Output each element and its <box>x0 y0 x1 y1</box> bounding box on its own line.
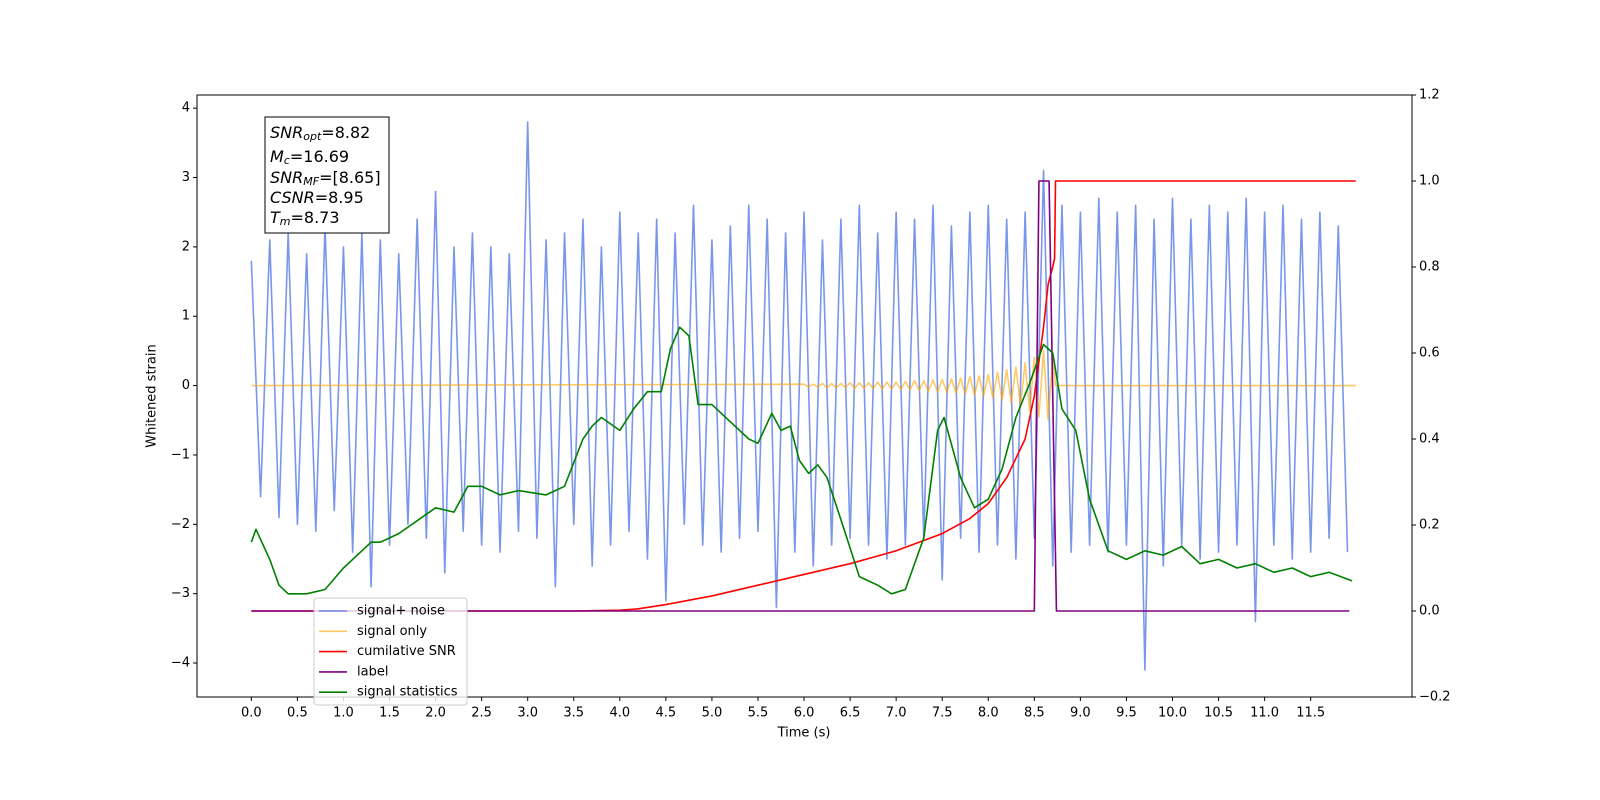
plot-lines <box>250 121 1356 671</box>
y2-tick-label: 0.0 <box>1419 604 1440 619</box>
y-tick-label: −1 <box>171 447 190 462</box>
legend-label: signal only <box>357 624 427 639</box>
x-tick-label: 0.0 <box>241 706 262 721</box>
x-tick-label: 1.5 <box>379 706 400 721</box>
annotation-sub: opt <box>303 130 322 143</box>
annotation-sub: m <box>280 215 291 228</box>
x-tick-label: 11.0 <box>1250 706 1279 721</box>
annotation-rest: =8.73 <box>291 208 340 227</box>
y2-tick-label: 0.8 <box>1419 260 1440 275</box>
y2-tick-label: 0.4 <box>1419 432 1440 447</box>
x-tick-label: 9.0 <box>1070 706 1091 721</box>
x-tick-label: 4.5 <box>656 706 677 721</box>
y-axis-label: Whitened strain <box>145 344 160 447</box>
x-tick-label: 1.0 <box>333 706 354 721</box>
x-tick-label: 3.5 <box>563 706 584 721</box>
series-line <box>251 180 1350 612</box>
y-tick-label: 0 <box>182 378 190 393</box>
annotation-line: Mc=16.69 <box>270 147 349 168</box>
series-line <box>250 326 1353 595</box>
x-tick-label: 5.0 <box>702 706 723 721</box>
x-tick-label: 8.5 <box>1024 706 1045 721</box>
series-line <box>250 121 1349 671</box>
y2-tick-label: 0.6 <box>1419 346 1440 361</box>
annotation-base: CSNR <box>270 188 315 207</box>
y2-tick-label: 1.2 <box>1419 88 1440 103</box>
x-tick-label: 6.0 <box>794 706 815 721</box>
y2-tick-label: 0.2 <box>1419 518 1440 533</box>
y-tick-label: 3 <box>182 170 190 185</box>
x-tick-label: 7.0 <box>886 706 907 721</box>
x-tick-label: 2.0 <box>425 706 446 721</box>
x-tick-label: 11.5 <box>1296 706 1325 721</box>
series-line <box>251 350 1356 422</box>
x-tick-label: 4.0 <box>609 706 630 721</box>
annotation-rest: =8.95 <box>315 188 364 207</box>
y-tick-label: 1 <box>182 309 190 324</box>
annotation-base: SNR <box>270 123 303 142</box>
legend-label: signal statistics <box>357 685 458 700</box>
y2-tick-label: 1.0 <box>1419 174 1440 189</box>
plot-frame <box>196 94 1413 698</box>
y2-tick-label: −0.2 <box>1419 690 1451 705</box>
x-tick-label: 7.5 <box>932 706 953 721</box>
annotation-line: Tm=8.73 <box>270 208 340 229</box>
y-tick-label: −4 <box>171 656 190 671</box>
x-tick-label: 0.5 <box>287 706 308 721</box>
annotation-line: CSNR=8.95 <box>270 188 364 207</box>
annotation-base: M <box>270 147 284 166</box>
x-tick-label: 10.5 <box>1204 706 1233 721</box>
annotation-rest: =16.69 <box>290 147 349 166</box>
annotation-rest: =8.82 <box>321 123 370 142</box>
x-tick-label: 5.5 <box>748 706 769 721</box>
x-tick-label: 6.5 <box>840 706 861 721</box>
x-tick-label: 9.5 <box>1116 706 1137 721</box>
x-tick-label: 3.0 <box>517 706 538 721</box>
annotation-sub: MF <box>303 175 319 188</box>
legend-box <box>313 597 468 706</box>
x-tick-label: 2.5 <box>471 706 492 721</box>
annotation-sub: c <box>284 154 290 167</box>
legend-label: cumilative SNR <box>357 644 456 659</box>
legend-label: label <box>357 664 388 679</box>
annotation-line: SNRopt=8.82 <box>270 123 370 144</box>
x-tick-label: 8.0 <box>978 706 999 721</box>
y-tick-label: −2 <box>171 517 190 532</box>
annotation-box <box>264 116 390 234</box>
legend-label: signal+ noise <box>357 604 445 619</box>
y-tick-label: 2 <box>182 239 190 254</box>
annotation-rest: =[8.65] <box>319 168 381 187</box>
annotation-line: SNRMF=[8.65] <box>270 168 381 189</box>
y-tick-label: −3 <box>171 586 190 601</box>
x-axis-label: Time (s) <box>777 726 831 741</box>
annotation-base: T <box>270 208 281 227</box>
annotation-base: SNR <box>270 168 303 187</box>
x-tick-label: 10.0 <box>1158 706 1187 721</box>
y-tick-label: 4 <box>182 101 190 116</box>
